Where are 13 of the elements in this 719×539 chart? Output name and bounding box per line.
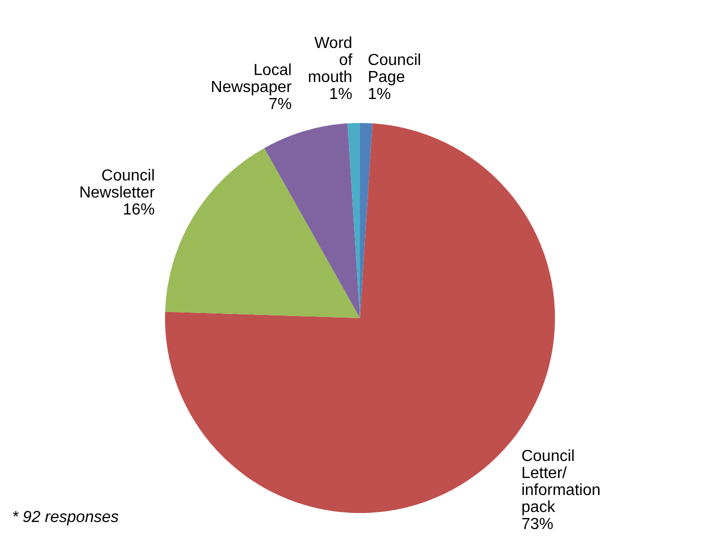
slice-label: Council Page [368,52,422,86]
data-label: 73% [521,516,554,533]
data-label: 16% [122,202,155,219]
slice-label: Word of mouth [308,35,353,86]
slice-label: Council Letter/ information pack [521,448,601,516]
slice-label: Council Newsletter [79,168,156,202]
pie-slice [165,148,360,318]
slice-label: Local Newspaper [210,62,292,96]
data-label: 7% [268,96,292,113]
data-label: 1% [368,86,391,104]
pie-slice [264,123,360,318]
data-label: 1% [329,86,352,104]
text: * 92 responses [12,509,119,526]
